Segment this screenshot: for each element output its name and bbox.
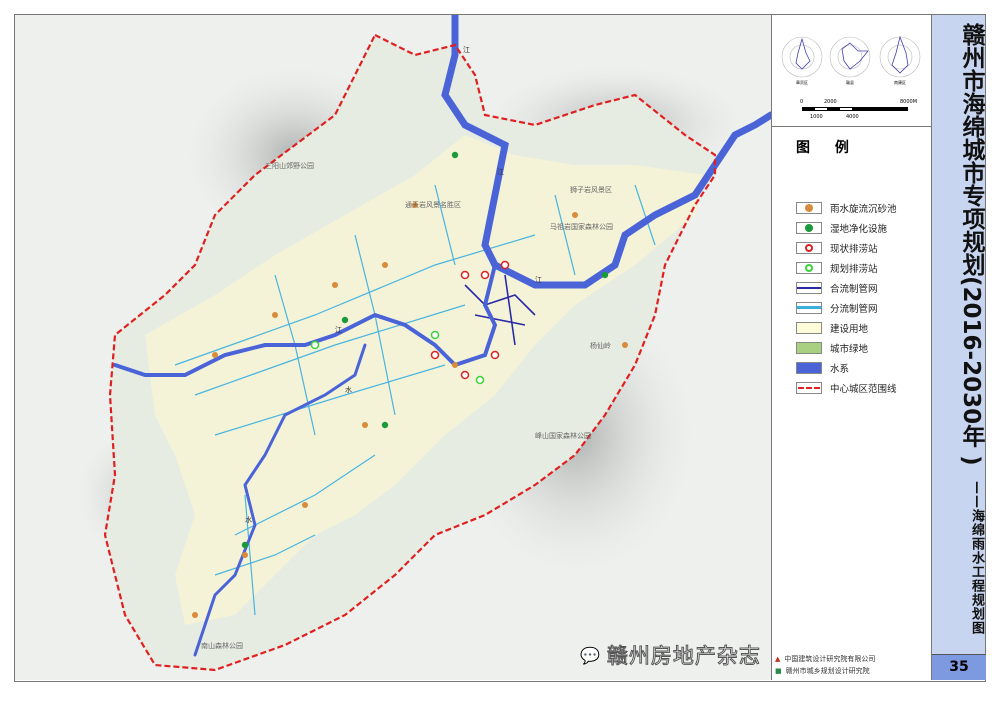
org-name: 赣州市城乡规划设计研究院 (785, 667, 870, 675)
wind-rose-label: 赣县 (846, 80, 854, 85)
red-dashed-line-icon (796, 382, 822, 394)
red-pump-station-icon (796, 242, 822, 254)
wind-rose-diagrams (781, 35, 921, 111)
scale-label: 8000M (900, 99, 918, 105)
legend-item: 城市绿地 (796, 341, 868, 355)
legend-item: 雨水旋流沉砂池 (796, 201, 897, 215)
map-label: 杨仙岭 (590, 342, 611, 350)
water-system (113, 11, 775, 657)
green-pump-station-icon (796, 262, 822, 274)
org-name: 中国建筑设计研究院有限公司 (784, 655, 876, 663)
legend-item: 分流制管网 (796, 301, 878, 315)
scale-label: 1000 (810, 114, 823, 120)
cadg-logo: ▲ (775, 655, 781, 663)
central-district-boundary (103, 33, 717, 672)
map-label: 通天岩风景名胜区 (405, 201, 461, 209)
wechat-icon: 💬 (580, 645, 601, 665)
footer-org-row: ▲ 中国建筑设计研究院有限公司 (775, 655, 875, 664)
construction-land (145, 135, 705, 625)
legend-item: 水系 (796, 361, 849, 375)
scale-label: 0 (800, 99, 804, 105)
legend-title: 图 例 (796, 140, 859, 156)
map-label: 峰山国家森林公园 (535, 432, 591, 440)
page-title: 赣州市海绵城市专项规划(2016-2030年 ) (958, 23, 984, 466)
water-swatch (796, 362, 822, 374)
scale-label: 2000 (824, 99, 837, 105)
river-label: 江 (535, 276, 542, 284)
legend-item: 现状排涝站 (796, 241, 878, 255)
footer-logos: ▲ 中国建筑设计研究院有限公司 ■ 赣州市城乡规划设计研究院 (775, 655, 875, 676)
existing-pump-stations (430, 260, 510, 380)
title-column: 赣州市海绵城市专项规划(2016-2030年 ) ——海绵雨水工程规划图 35 (931, 15, 986, 680)
map-label: 马祖岩国家森林公园 (550, 223, 613, 231)
planned-pump-stations (310, 330, 485, 385)
watermark-text: 赣州房地产杂志 (606, 644, 761, 669)
wechat-watermark: 💬 赣州房地产杂志 (580, 640, 761, 670)
combined-sewer-network (464, 274, 536, 346)
ganzhou-institute-logo: ■ (775, 667, 782, 675)
page-number: 35 (932, 654, 986, 680)
map-sheet: 三阳山郊野公园 通天岩风景名胜区 狮子岩风景区 马祖岩国家森林公园 峰山国家森林… (14, 11, 986, 682)
construction-land-swatch (796, 322, 822, 334)
legend-item: 合流制管网 (796, 281, 878, 295)
legend-item: 湿地净化设施 (796, 221, 887, 235)
wind-rose-label: 南康区 (894, 80, 906, 85)
side-panel: 章贡区 赣县 南康区 0 2000 8000M 1000 4000 图 例 雨水… (771, 15, 932, 680)
map-area: 三阳山郊野公园 通天岩风景名胜区 狮子岩风景区 马祖岩国家森林公园 峰山国家森林… (15, 11, 775, 680)
river-label: 水 (245, 516, 252, 524)
legend-item: 规划排涝站 (796, 261, 878, 275)
river-label: 江 (463, 46, 470, 54)
orange-dot-icon (796, 202, 822, 214)
light-blue-line-icon (796, 302, 822, 314)
wind-rose-label: 章贡区 (796, 80, 808, 85)
legend-item: 中心城区范围线 (796, 381, 897, 395)
legend-item: 建设用地 (796, 321, 868, 335)
wetland-facilities (241, 151, 609, 549)
dark-blue-line-icon (796, 282, 822, 294)
scale-label: 4000 (846, 114, 859, 120)
map-label: 狮子岩风景区 (570, 186, 612, 194)
river-label: 江 (497, 168, 504, 176)
green-dot-icon (796, 222, 822, 234)
page-subtitle: ——海绵雨水工程规划图 (969, 481, 984, 635)
map-label: 三阳山郊野公园 (265, 162, 314, 170)
planning-map (15, 11, 775, 680)
footer-org-row: ■ 赣州市城乡规划设计研究院 (775, 667, 875, 676)
river-label: 水 (345, 386, 352, 394)
desilting-tanks (192, 202, 628, 618)
map-label: 南山森林公园 (201, 642, 243, 650)
wind-rose-scale-area: 章贡区 赣县 南康区 0 2000 8000M 1000 4000 (772, 15, 932, 127)
green-space-swatch (796, 342, 822, 354)
river-label: 江 (335, 326, 342, 334)
